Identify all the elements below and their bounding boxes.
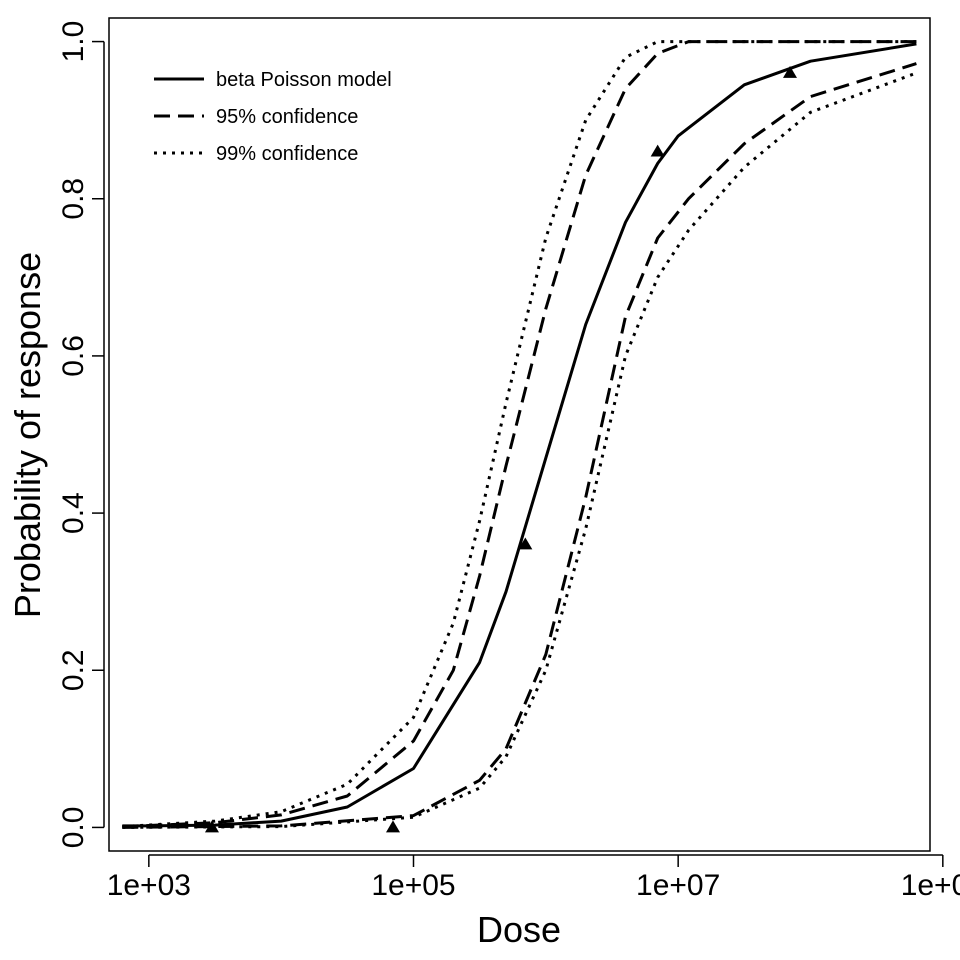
x-tick-label: 1e+09	[901, 869, 960, 902]
legend-label: 99% confidence	[216, 143, 358, 165]
legend-label: beta Poisson model	[216, 69, 392, 91]
series-layer	[122, 40, 917, 829]
y-tick-label: 0.4	[57, 492, 90, 534]
series-line-dotted-3	[122, 40, 917, 829]
y-tick-label: 1.0	[57, 21, 90, 63]
y-axis: 0.0 0.2 0.4 0.6 0.8 1.0	[57, 21, 105, 849]
y-tick-label: 0.8	[57, 178, 90, 220]
plot-frame	[108, 17, 931, 852]
observed-points	[204, 66, 797, 833]
series-line-dashed-2	[122, 62, 917, 829]
x-tick-label: 1e+03	[107, 869, 191, 902]
data-point	[782, 66, 797, 78]
data-point	[650, 144, 665, 157]
y-axis-title: Probability of response	[7, 252, 48, 618]
data-point	[204, 820, 219, 833]
x-axis: 1e+03 1e+05 1e+07 1e+09	[107, 854, 960, 902]
x-tick-label: 1e+05	[371, 869, 455, 902]
data-point	[386, 820, 401, 833]
legend: beta Poisson model 95% confidence 99% conf…	[154, 69, 392, 165]
series-line-solid-0	[122, 42, 917, 828]
y-tick-label: 0.2	[57, 649, 90, 691]
y-tick-label: 0.6	[57, 335, 90, 377]
legend-label: 95% confidence	[216, 106, 358, 128]
x-axis-title: Dose	[477, 909, 561, 950]
y-tick-label: 0.0	[57, 807, 90, 849]
x-tick-label: 1e+07	[636, 869, 720, 902]
data-point	[518, 537, 533, 550]
